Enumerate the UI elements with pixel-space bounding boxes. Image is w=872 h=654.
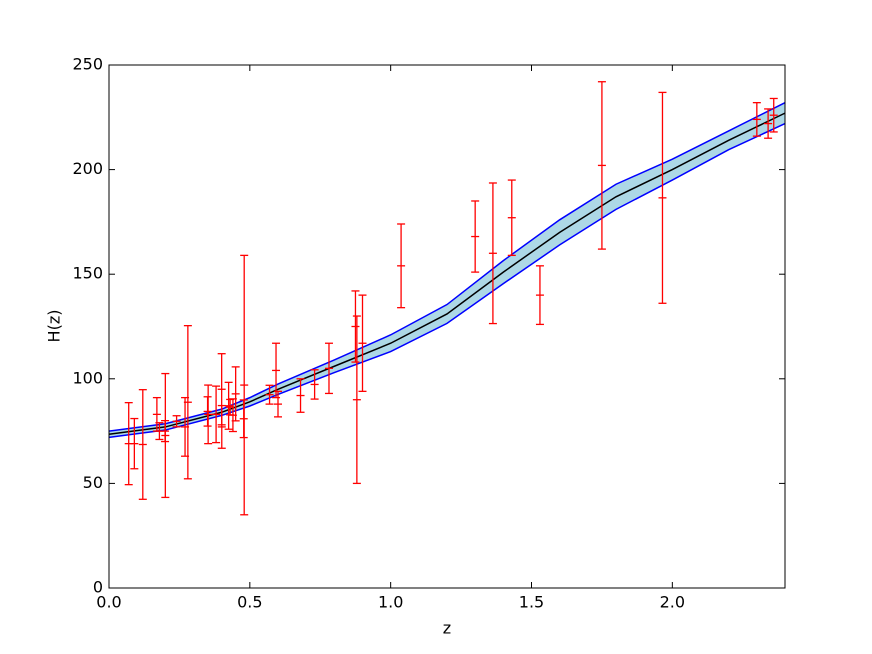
y-tick-label: 100: [72, 368, 103, 387]
confidence-band: [109, 102, 785, 438]
error-bar: [161, 372, 170, 499]
band-upper-edge: [108, 101, 786, 432]
error-bar: [471, 200, 480, 273]
error-bar: [488, 182, 497, 325]
x-tick-label: 0.0: [96, 593, 121, 612]
error-bar: [352, 315, 361, 485]
error-bar: [752, 102, 761, 137]
error-bar: [272, 342, 281, 399]
x-axis-label: z: [443, 619, 451, 638]
error-bar: [658, 91, 667, 304]
error-bar: [397, 223, 406, 309]
error-bar: [274, 390, 282, 418]
error-bar: [310, 369, 319, 400]
error-bar: [324, 342, 333, 395]
x-tick-label: 1.0: [378, 593, 403, 612]
error-bar: [597, 81, 606, 250]
x-tick-label: 2.0: [660, 593, 685, 612]
error-bar: [172, 415, 181, 428]
error-bar: [507, 179, 516, 257]
x-tick-label: 0.5: [237, 593, 262, 612]
y-tick-label: 150: [72, 264, 103, 283]
error-bar: [764, 108, 773, 139]
error-bar: [351, 290, 360, 363]
error-bar: [138, 389, 147, 500]
error-bar: [224, 381, 233, 430]
error-bar: [358, 294, 367, 393]
error-bar: [535, 265, 544, 326]
y-tick-label: 250: [72, 55, 103, 74]
error-bar: [296, 378, 305, 413]
error-bar: [212, 385, 221, 444]
error-bar: [155, 422, 164, 441]
error-bar: [769, 97, 778, 133]
y-axis-label: H(z): [45, 310, 64, 343]
y-tick-label: 200: [72, 159, 103, 178]
plot-frame: [108, 64, 786, 589]
x-tick-label: 1.5: [519, 593, 544, 612]
error-bar: [265, 384, 274, 405]
error-bar: [231, 366, 240, 422]
error-bar: [130, 417, 139, 470]
y-tick-label: 50: [83, 473, 103, 492]
error-bar: [217, 404, 226, 449]
error-bar: [183, 325, 192, 480]
error-bar: [240, 254, 249, 516]
y-tick-label: 0: [93, 578, 103, 597]
error-bar: [204, 384, 213, 445]
